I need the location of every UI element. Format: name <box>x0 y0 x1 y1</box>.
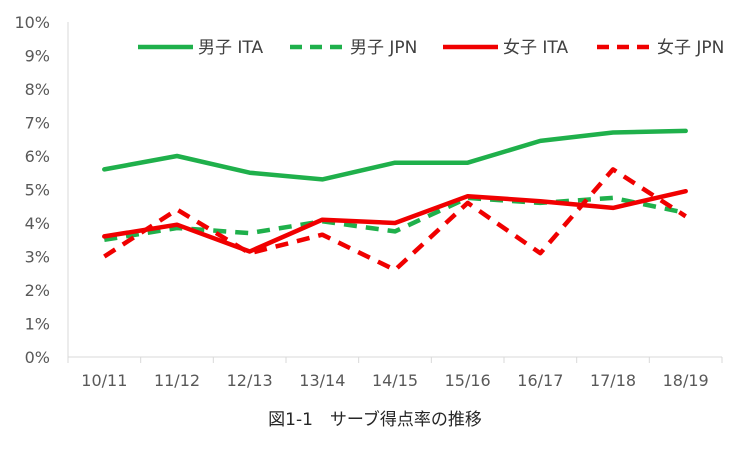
legend-label: 女子 JPN <box>657 38 724 58</box>
y-tick-label: 10% <box>14 13 50 32</box>
legend-label: 男子 JPN <box>350 38 417 58</box>
y-tick-label: 4% <box>25 214 50 233</box>
y-tick-label: 5% <box>25 181 50 200</box>
y-tick-label: 2% <box>25 281 50 300</box>
x-tick-label: 16/17 <box>517 371 563 390</box>
legend-label: 女子 ITA <box>503 38 568 58</box>
x-axis: 10/11 11/12 12/13 13/14 14/15 15/16 16/17 17/18… <box>67 356 723 390</box>
x-tick-label: 18/19 <box>663 371 709 390</box>
series-line-2 <box>103 195 687 243</box>
y-tick-label: 3% <box>25 248 50 267</box>
x-tick-label: 17/18 <box>590 371 636 390</box>
y-tick-label: 9% <box>25 47 50 66</box>
x-tick-label: 15/16 <box>445 371 491 390</box>
x-tick-label: 11/12 <box>154 371 200 390</box>
legend: 男子 ITA 男子 JPN 女子 ITA 女子 JPN <box>138 38 724 58</box>
y-axis: 0% 1% 2% 3% 4% 5% 6% 7% 8% 9% 10% <box>14 13 69 367</box>
legend-label: 男子 ITA <box>198 38 263 58</box>
y-tick-label: 8% <box>25 80 50 99</box>
x-tick-label: 10/11 <box>81 371 127 390</box>
x-tick-label: 13/14 <box>299 371 345 390</box>
y-tick-label: 6% <box>25 147 50 166</box>
series-line-4 <box>103 167 687 273</box>
x-tick-label: 12/13 <box>227 371 273 390</box>
series-line-1 <box>102 128 688 182</box>
y-tick-label: 7% <box>25 114 50 133</box>
x-tick-label: 14/15 <box>372 371 418 390</box>
y-tick-label: 0% <box>25 348 50 367</box>
series-layer <box>102 128 688 273</box>
y-tick-label: 1% <box>25 315 50 334</box>
figure-caption: 図1-1 サーブ得点率の推移 <box>268 409 482 430</box>
series-line-3 <box>102 188 688 254</box>
